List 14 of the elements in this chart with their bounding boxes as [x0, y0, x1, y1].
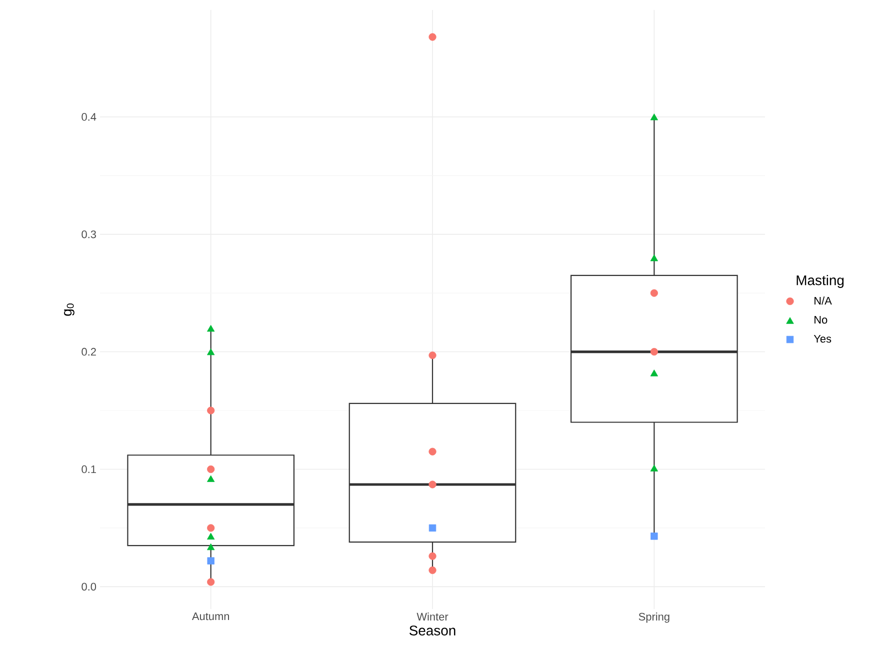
x-axis-title: Season — [409, 626, 456, 636]
y-axis-title: g$_{0}$ — [64, 304, 74, 316]
x-tick-label: Spring — [638, 612, 670, 623]
y-tick-label: 0.2 — [82, 348, 96, 356]
y-tick-label: 0.1 — [82, 465, 96, 474]
x-tick-label: Winter — [416, 612, 448, 621]
y-tick-label: 0.3 — [82, 230, 96, 238]
legend-label: No — [814, 316, 828, 324]
y-tick-label: 0.4 — [82, 113, 96, 121]
legend-title: Masting — [796, 274, 844, 288]
legend-label: N/A — [814, 296, 832, 305]
x-tick-label: Autumn — [192, 612, 229, 620]
legend-label: Yes — [814, 335, 832, 343]
y-tick-label: 0.0 — [82, 582, 96, 591]
